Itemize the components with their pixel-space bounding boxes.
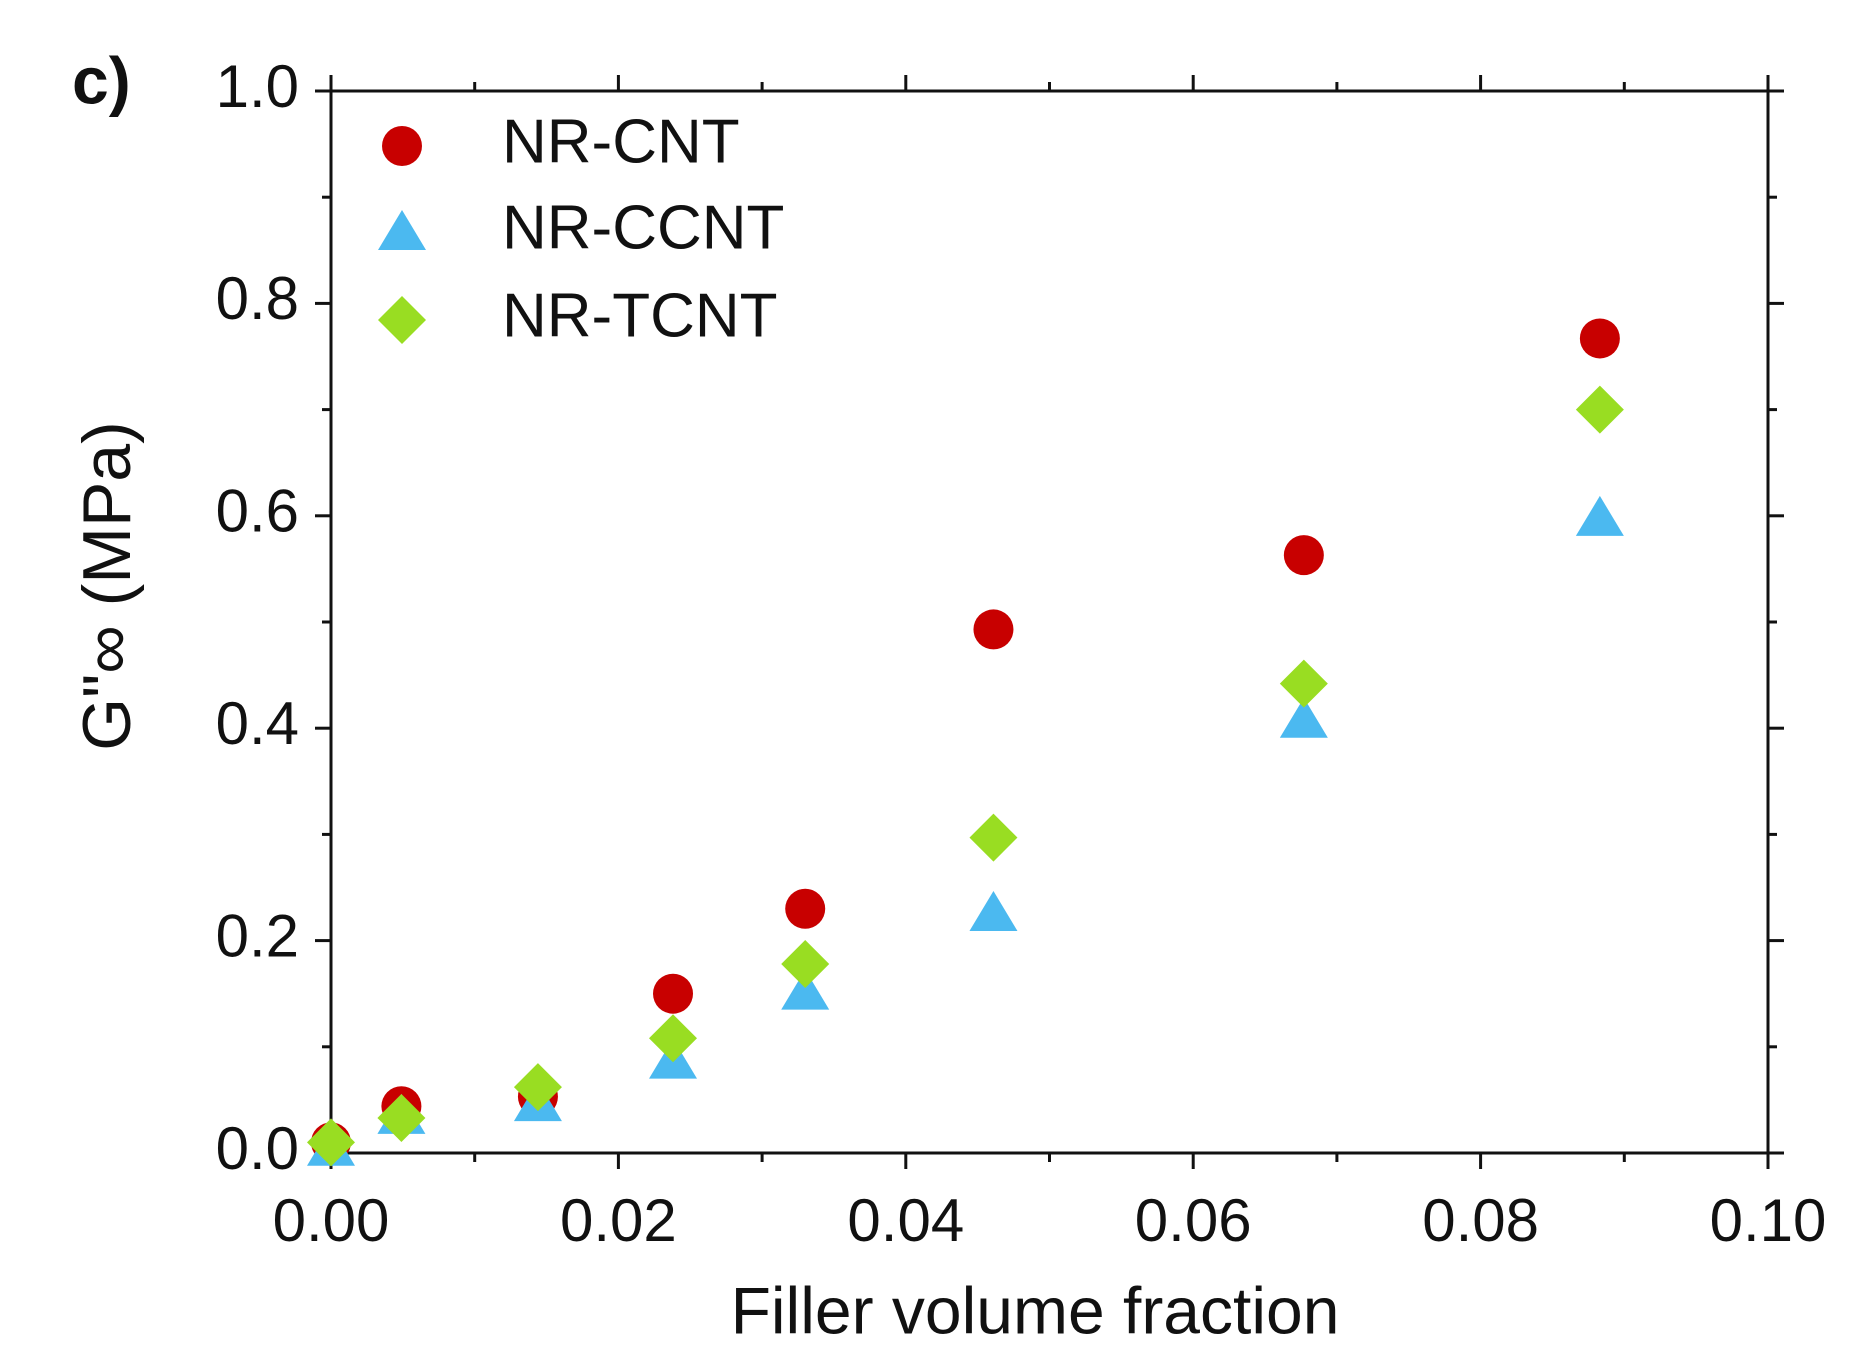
- marker-diamond: [781, 939, 830, 988]
- y-tick-label: 0.8: [216, 265, 299, 332]
- marker-diamond: [378, 296, 426, 344]
- marker-triangle: [969, 890, 1018, 931]
- x-tick-label: 0.06: [1135, 1187, 1252, 1254]
- marker-circle: [382, 126, 422, 166]
- marker-diamond: [649, 1014, 698, 1063]
- panel-label: c): [72, 43, 131, 117]
- y-tick-label: 0.0: [216, 1115, 299, 1182]
- marker-triangle: [378, 210, 426, 250]
- marker-diamond: [307, 1118, 355, 1167]
- x-tick-label: 0.04: [847, 1187, 964, 1254]
- marker-diamond: [1279, 659, 1328, 708]
- marker-diamond: [377, 1093, 426, 1142]
- x-tick-label: 0.10: [1710, 1187, 1827, 1254]
- x-tick-label: 0.08: [1422, 1187, 1539, 1254]
- marker-circle: [785, 888, 826, 929]
- legend-label: NR-CCNT: [502, 193, 784, 262]
- y-tick-label: 0.4: [216, 690, 299, 757]
- marker-triangle: [1575, 495, 1624, 536]
- marker-circle: [1283, 535, 1324, 576]
- y-tick-label: 1.0: [216, 53, 299, 120]
- marker-circle: [653, 973, 694, 1014]
- y-tick-label: 0.6: [216, 478, 299, 545]
- x-tick-label: 0.00: [273, 1187, 390, 1254]
- legend-label: NR-CNT: [502, 107, 740, 176]
- marker-diamond: [513, 1063, 562, 1112]
- marker-circle: [1579, 318, 1620, 359]
- x-axis-label: Filler volume fraction: [731, 1273, 1340, 1347]
- marker-circle: [973, 609, 1014, 650]
- marker-diamond: [969, 813, 1018, 862]
- y-tick-label: 0.2: [216, 902, 299, 969]
- legend-label: NR-TCNT: [502, 281, 778, 350]
- marker-triangle: [1279, 697, 1328, 738]
- y-axis-label: G"∞ (MPa): [69, 421, 145, 751]
- marker-triangle: [781, 969, 830, 1010]
- x-tick-label: 0.02: [560, 1187, 677, 1254]
- marker-diamond: [1575, 385, 1624, 434]
